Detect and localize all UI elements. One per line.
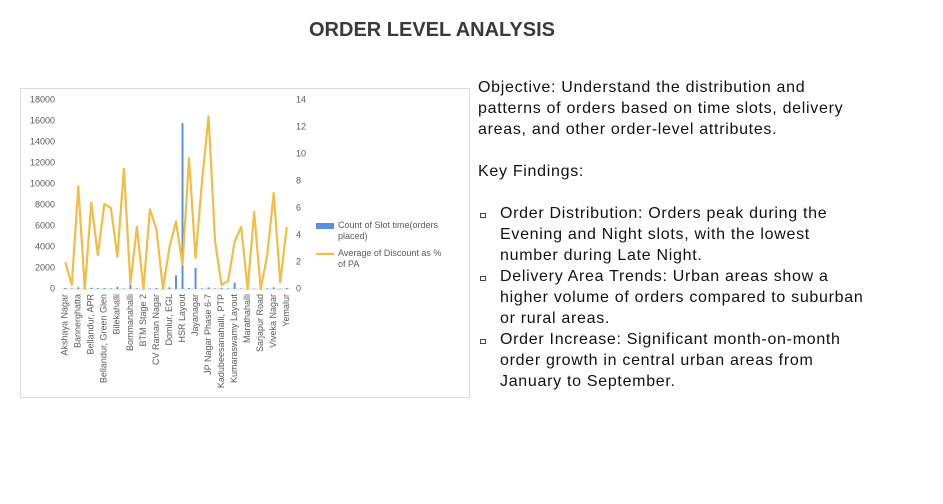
y2-tick-label: 12: [296, 121, 306, 131]
x-tick-label: Yemalur: [281, 294, 291, 327]
bar: [70, 288, 73, 289]
x-tick-label: Bannerghatta: [73, 294, 83, 348]
y-tick-label: 16000: [30, 115, 55, 125]
bar: [168, 287, 171, 289]
text-panel: Objective: Understand the distribution a…: [478, 77, 868, 392]
legend-swatch: [316, 223, 334, 229]
finding: Order Distribution: Orders peak during t…: [478, 203, 868, 266]
bar: [135, 288, 138, 289]
y-tick-label: 0: [50, 283, 55, 293]
y-tick-label: 2000: [35, 262, 55, 272]
bar: [155, 287, 158, 289]
bar: [96, 288, 99, 289]
bar: [207, 287, 210, 289]
bar: [220, 287, 223, 289]
x-tick-label: Bellandur, Green Glen: [99, 294, 109, 383]
x-tick-label: Viveka Nagar: [268, 294, 278, 348]
x-tick-label: Bilekahalli: [112, 294, 122, 335]
x-tick-label: Marathahalli: [242, 294, 252, 343]
finding: Order Increase: Significant month-on-mon…: [478, 329, 868, 392]
y-tick-label: 6000: [35, 220, 55, 230]
legend-label: Count of Slot time(orders placed): [338, 220, 439, 241]
y-tick-label: 4000: [35, 241, 55, 251]
bar: [122, 288, 125, 289]
key-findings-heading: Key Findings:: [478, 163, 585, 180]
finding: Delivery Area Trends: Urban areas show a…: [478, 266, 868, 329]
y2-tick-label: 4: [296, 229, 301, 239]
bar: [148, 288, 151, 289]
x-tick-label: Sarjapur Road: [255, 294, 265, 352]
bar: [233, 282, 236, 289]
x-tick-label: Domlur, EGL: [164, 294, 174, 346]
bar: [279, 288, 282, 289]
y2-tick-label: 2: [296, 256, 301, 266]
bar: [285, 287, 288, 289]
x-tick-label: Bommanahalli: [125, 294, 135, 351]
y2-tick-label: 6: [296, 202, 301, 212]
bar: [272, 287, 275, 289]
y-tick-label: 12000: [30, 157, 55, 167]
bar: [194, 268, 197, 289]
y-tick-label: 10000: [30, 178, 55, 188]
bar: [240, 288, 243, 289]
x-tick-label: Kadubeesanahalli, PTP: [216, 294, 226, 388]
bar: [188, 287, 191, 289]
objective: Objective: Understand the distribution a…: [478, 79, 844, 138]
bar: [103, 287, 106, 289]
bar: [214, 288, 217, 289]
bar: [201, 288, 204, 289]
y2-tick-label: 0: [296, 283, 301, 293]
bar: [109, 288, 112, 289]
bar: [90, 287, 93, 289]
bar: [181, 123, 184, 289]
x-tick-label: HSR Layout: [177, 294, 187, 343]
x-tick-label: Akshaya Nagar: [60, 294, 70, 356]
y-tick-label: 14000: [30, 136, 55, 146]
chart: 0 2000 4000 6000 8000 10000 12000 14000 16000 180…: [30, 94, 441, 388]
x-tick-label: BTM Stage 2: [138, 294, 148, 347]
x-tick-label: Jayanagar: [190, 294, 200, 336]
slide-title: ORDER LEVEL ANALYSIS: [309, 19, 555, 41]
chart-frame: [20, 88, 470, 398]
x-tick-label: Kumaraswamy Layout: [229, 294, 239, 384]
y2-tick-label: 14: [296, 94, 306, 104]
bar: [77, 287, 80, 289]
y-tick-label: 8000: [35, 199, 55, 209]
bar: [175, 275, 177, 289]
y-tick-label: 18000: [30, 94, 55, 104]
bar: [266, 288, 269, 289]
x-tick-label: CV Raman Nagar: [151, 294, 161, 365]
legend-label: Average of Discount as % of PA: [338, 248, 441, 269]
findings-list: Order Distribution: Orders peak during t…: [478, 203, 868, 392]
line-series: [64, 115, 288, 291]
x-tick-label: JP Nagar Phase 6-7: [203, 294, 213, 375]
bar: [116, 286, 119, 289]
y2-tick-label: 8: [296, 175, 301, 185]
bar: [64, 287, 67, 289]
bar: [129, 284, 132, 289]
bar: [227, 288, 230, 289]
x-tick-label: Bellandur, APR: [86, 294, 96, 355]
y2-tick-label: 10: [296, 148, 306, 158]
